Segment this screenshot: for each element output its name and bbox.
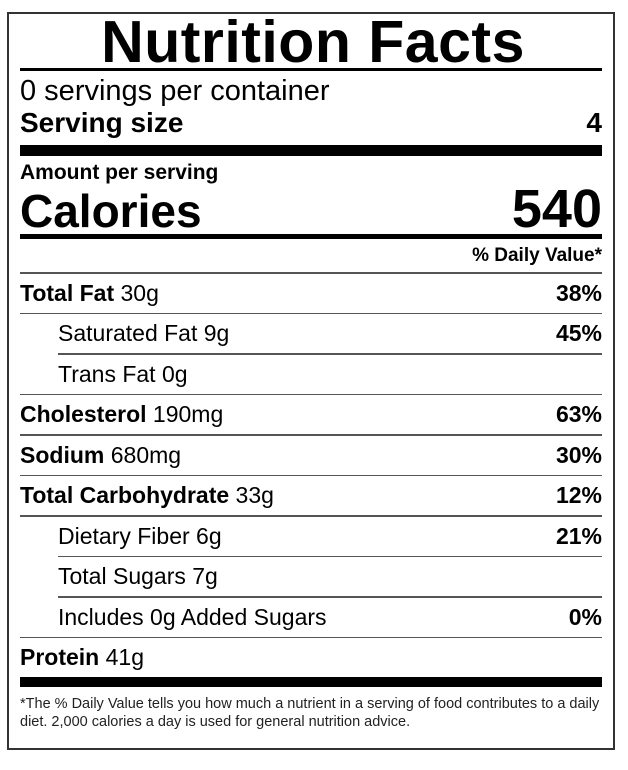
nutrient-daily-value: 63% <box>555 401 602 427</box>
nutrient-amount: 9g <box>203 320 230 346</box>
serving-size-value: 4 <box>586 107 602 138</box>
nutrient-name: Trans Fat <box>58 360 156 387</box>
row-divider <box>20 312 602 314</box>
nutrient-amount: 680mg <box>110 441 182 468</box>
nutrient-name: Includes 0g Added Sugars <box>58 603 327 630</box>
nutrient-row: Cholesterol 190mg 63% <box>20 395 602 435</box>
nutrient-row: Trans Fat 0g <box>58 354 602 394</box>
row-divider <box>20 393 602 395</box>
row-divider <box>58 555 602 557</box>
nutrient-name: Cholesterol <box>20 401 147 427</box>
nutrient-row: Total Carbohydrate 33g 12% <box>20 476 602 516</box>
nutrient-name: Total Sugars <box>58 563 186 589</box>
nutrient-daily-value: 0% <box>568 603 602 630</box>
nutrient-label: Includes 0g Added Sugars <box>58 604 327 631</box>
nutrient-amount: 190mg <box>152 401 224 427</box>
nutrient-label: Protein 41g <box>20 644 144 671</box>
nutrient-row: Protein 41g <box>20 638 602 678</box>
nutrient-label: Sodium 680mg <box>20 442 181 469</box>
nutrient-row: Dietary Fiber 6g 21% <box>58 516 602 556</box>
nutrient-label: Trans Fat 0g <box>58 361 188 388</box>
thick-divider <box>20 677 602 687</box>
nutrient-amount: 0g <box>161 360 188 387</box>
thick-divider <box>20 145 602 156</box>
nutrient-daily-value: 12% <box>555 482 602 508</box>
nutrient-label: Total Fat 30g <box>20 280 159 307</box>
row-divider <box>58 596 602 598</box>
nutrient-name: Saturated Fat <box>58 320 198 346</box>
servings-per-container: 0 servings per container <box>20 75 330 107</box>
nutrient-label: Cholesterol 190mg <box>20 401 223 428</box>
nutrient-name: Sodium <box>20 441 105 468</box>
divider <box>20 68 602 71</box>
calories-value: 540 <box>511 179 602 239</box>
amount-per-serving: Amount per serving <box>20 161 219 184</box>
medium-divider <box>20 234 602 239</box>
serving-size-label: Serving size <box>20 107 184 138</box>
nutrient-label: Saturated Fat 9g <box>58 320 229 347</box>
nutrient-amount: 6g <box>196 522 222 549</box>
row-divider <box>20 434 602 436</box>
row-divider <box>20 636 602 638</box>
nutrient-row: Total Fat 30g 38% <box>20 273 602 313</box>
row-divider <box>58 353 602 355</box>
nutrient-amount: 41g <box>105 644 144 670</box>
nutrient-label: Total Sugars 7g <box>58 563 218 590</box>
nutrient-name: Total Carbohydrate <box>20 482 230 508</box>
nutrient-amount: 30g <box>120 279 159 306</box>
footnote: *The % Daily Value tells you how much a … <box>20 696 600 730</box>
nutrient-daily-value: 30% <box>555 441 602 468</box>
daily-value-header: % Daily Value* <box>472 245 602 266</box>
nutrient-row: Saturated Fat 9g 45% <box>58 314 602 354</box>
nutrient-daily-value: 45% <box>555 320 602 346</box>
nutrient-daily-value: 21% <box>555 522 602 549</box>
nutrient-label: Dietary Fiber 6g <box>58 523 222 550</box>
nutrient-name: Total Fat <box>20 279 115 306</box>
nutrition-facts-label: Nutrition Facts 0 servings per container… <box>7 12 615 750</box>
nutrient-row: Total Sugars 7g <box>58 557 602 597</box>
row-divider <box>20 474 602 476</box>
nutrient-name: Dietary Fiber <box>58 522 190 549</box>
nutrient-amount: 33g <box>235 482 274 508</box>
nutrient-amount: 7g <box>192 563 218 589</box>
row-divider <box>20 272 602 274</box>
nutrient-daily-value: 38% <box>555 279 602 306</box>
nutrient-row: Sodium 680mg 30% <box>20 435 602 475</box>
nutrient-row: Includes 0g Added Sugars 0% <box>58 597 602 637</box>
label-title: Nutrition Facts <box>101 9 525 75</box>
nutrient-label: Total Carbohydrate 33g <box>20 482 274 509</box>
row-divider <box>20 515 602 517</box>
nutrient-name: Protein <box>20 644 100 670</box>
calories-label: Calories <box>20 185 202 237</box>
